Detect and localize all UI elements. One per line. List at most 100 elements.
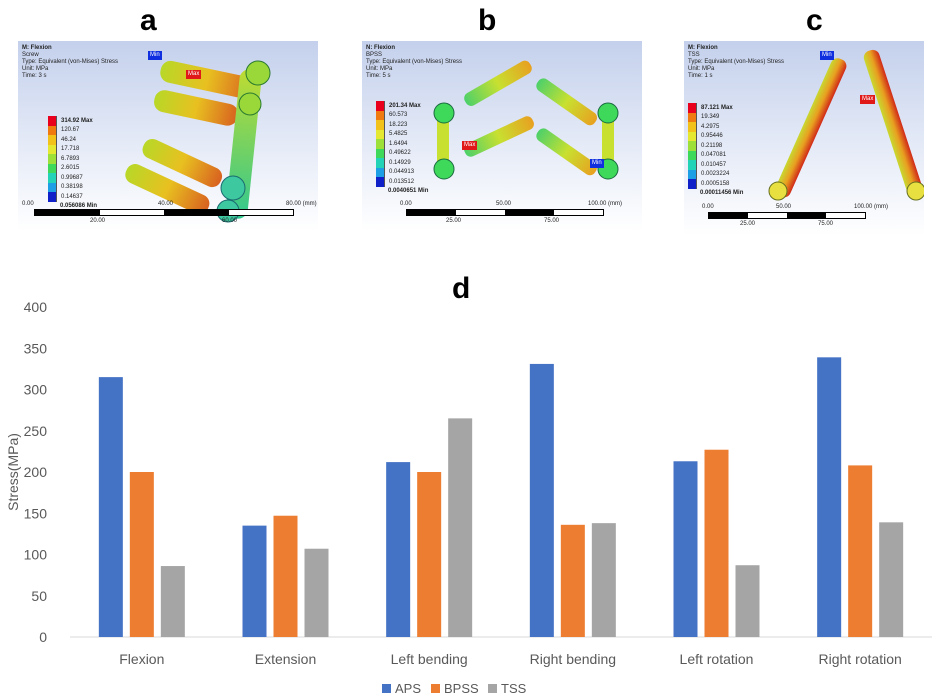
legend-row: 46.24 — [48, 135, 97, 145]
bar-aps-right-rotation — [817, 357, 842, 637]
legend-value: 0.0023224 — [701, 171, 730, 178]
legend-row: 0.0040651 Min — [376, 187, 428, 197]
fea-line: Unit: MPa — [22, 66, 49, 72]
bar-tss-extension — [304, 548, 329, 637]
chart-legend: APS BPSS TSS — [382, 681, 527, 696]
fea-title: M: Flexion — [688, 45, 718, 51]
scale-bar — [708, 212, 866, 219]
bar-tss-right-rotation — [879, 522, 904, 637]
y-tick-label: 150 — [24, 505, 48, 521]
legend-value: 0.49622 — [389, 150, 411, 157]
legend-row: 314.92 Max — [48, 116, 97, 126]
legend-swatch — [382, 684, 391, 693]
bar-aps-left-rotation — [673, 461, 698, 637]
bar-aps-left-bending — [386, 462, 411, 637]
legend-value: 0.00011456 Min — [700, 190, 744, 197]
legend-swatch — [688, 169, 697, 179]
y-tick-label: 0 — [39, 629, 47, 645]
legend-value: 0.38198 — [61, 184, 83, 191]
fea-line: Time: 5 s — [366, 73, 391, 79]
scale-label: 0.00 — [400, 201, 412, 207]
legend-value: 0.010457 — [701, 161, 727, 168]
legend-row: 18.223 — [376, 120, 428, 130]
legend-swatch — [48, 116, 57, 126]
panel-label-b: b — [478, 4, 497, 37]
panel-label-d: d — [452, 272, 471, 305]
bar-aps-right-bending — [529, 363, 554, 637]
legend-row: 0.99687 — [48, 173, 97, 183]
legend-swatch — [48, 144, 57, 154]
legend-row: 6.7893 — [48, 154, 97, 164]
legend-swatch — [376, 101, 385, 111]
fea-line: Time: 1 s — [688, 73, 713, 79]
bar-bpss-left-rotation — [704, 449, 729, 637]
scale-label: 50.00 — [776, 204, 792, 210]
fea-line: Type: Equivalent (von-Mises) Stress — [366, 59, 463, 65]
legend-value: 0.99687 — [61, 174, 83, 181]
legend-value: 314.92 Max — [61, 117, 93, 124]
scale-bar — [34, 209, 294, 216]
legend-swatch — [48, 182, 57, 192]
x-tick-label: Right rotation — [819, 651, 902, 667]
fea-panel-b: N: Flexion BPSS Type: Equivalent (von-Mi… — [362, 41, 642, 231]
fea-line: Unit: MPa — [688, 66, 715, 72]
legend-value: 0.14637 — [61, 193, 83, 200]
legend-value: 1.6494 — [389, 140, 408, 147]
fea-panel-a: M: Flexion Screw Type: Equivalent (von-M… — [18, 41, 318, 231]
scale-label: 100.00 (mm) — [854, 204, 889, 210]
legend-value: 18.223 — [389, 121, 408, 128]
scale-label: 75.00 — [544, 218, 560, 224]
legend-swatch — [688, 141, 697, 151]
legend-swatch — [48, 173, 57, 183]
legend-value: 46.24 — [61, 136, 77, 143]
max-marker: Max — [462, 141, 478, 150]
legend-swatch — [48, 135, 57, 145]
stress-legend: 314.92 Max 120.67 46.24 17.718 6.7893 2.6015 0… — [48, 116, 97, 211]
bar-bpss-left-bending — [417, 472, 442, 637]
bar-bpss-flexion — [129, 472, 154, 637]
min-marker: Min — [590, 159, 604, 168]
panel-label-c: c — [806, 4, 823, 37]
fea-line: Screw — [22, 52, 39, 58]
fea-title: N: Flexion — [366, 45, 396, 51]
legend-value: 201.34 Max — [389, 102, 421, 109]
fea-line: BPSS — [366, 52, 383, 58]
fea-panel-c: M: Flexion TSS Type: Equivalent (von-Mis… — [684, 41, 924, 236]
fea-line: TSS — [688, 52, 700, 58]
max-marker: Max — [860, 95, 876, 104]
max-marker: Max — [186, 70, 202, 79]
tss-model-render — [768, 49, 924, 201]
scale-label: 0.00 — [22, 201, 34, 207]
panel-label-a: a — [140, 4, 157, 37]
bar-tss-left-bending — [448, 418, 473, 637]
legend-row: 0.14637 — [48, 192, 97, 202]
legend-swatch — [376, 177, 385, 187]
legend-row: 17.718 — [48, 144, 97, 154]
legend-swatch — [48, 154, 57, 164]
legend-row: 0.49622 — [376, 148, 428, 158]
legend-value: 0.95446 — [701, 133, 723, 140]
bar-aps-flexion — [98, 377, 123, 637]
legend-row: 19.349 — [688, 112, 743, 122]
fea-header: N: Flexion BPSS Type: Equivalent (von-Mi… — [366, 45, 462, 80]
fea-line: Time: 3 s — [22, 73, 47, 79]
fea-title: M: Flexion — [22, 45, 52, 51]
legend-label: TSS — [501, 681, 527, 696]
legend-value: 120.67 — [61, 127, 80, 134]
legend-row: 0.044913 — [376, 167, 428, 177]
bpss-model-render — [433, 60, 619, 180]
legend-swatch — [688, 179, 697, 189]
legend-swatch — [431, 684, 440, 693]
legend-row: 201.34 Max — [376, 101, 428, 111]
scale-bar — [406, 209, 604, 216]
legend-row: 4.2975 — [688, 122, 743, 132]
legend-swatch — [48, 192, 57, 202]
legend-value: 0.013512 — [389, 178, 415, 185]
scale-label: 75.00 — [818, 221, 834, 227]
x-tick-label: Right bending — [530, 651, 616, 667]
legend-row: 0.047081 — [688, 150, 743, 160]
x-tick-label: Flexion — [119, 651, 164, 667]
legend-row: 0.38198 — [48, 182, 97, 192]
bar-bpss-extension — [273, 515, 298, 637]
